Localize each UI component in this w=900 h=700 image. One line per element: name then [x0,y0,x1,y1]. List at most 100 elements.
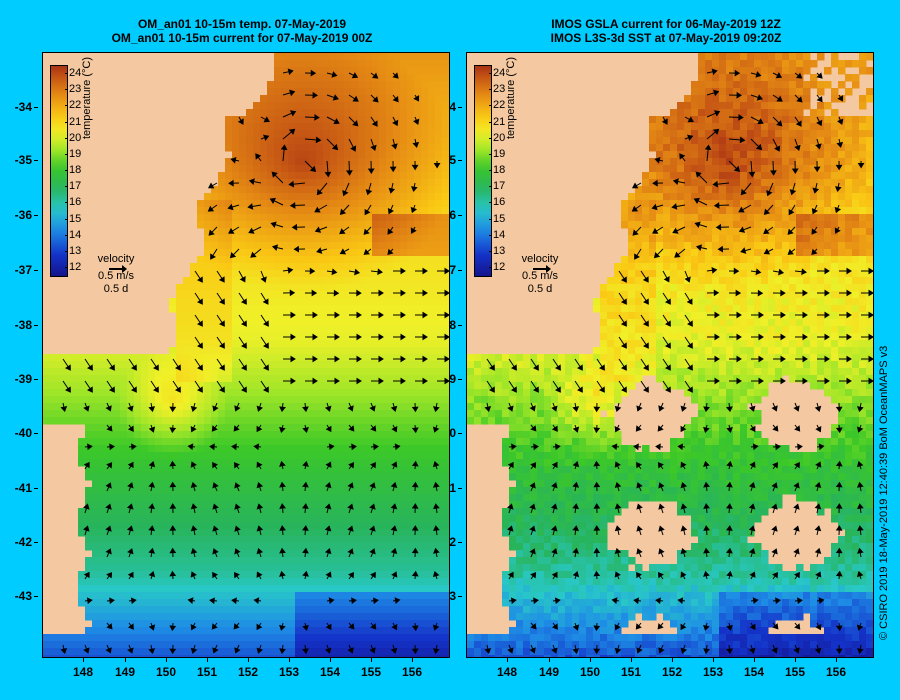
current-vector-head [857,162,865,169]
current-vector-head [219,342,225,349]
current-vector-head [593,503,601,509]
current-vector-head [256,647,264,654]
current-vector-head [636,548,643,555]
current-vector-head [250,251,257,258]
current-vector-head [333,289,340,297]
current-vector-head [412,141,420,148]
current-vector-head [703,648,710,655]
current-vector-head [834,206,842,214]
current-vector-head [316,247,323,254]
current-vector-head [680,461,687,468]
current-vector-head [794,425,801,432]
current-vector-head [109,443,115,451]
current-vector-head [369,647,376,654]
current-vector-head [377,268,384,276]
current-vector-head [105,647,112,654]
current-vector-head [686,298,693,305]
current-vector-head [837,95,844,102]
current-vector-head [703,547,710,554]
current-vector-head [529,503,536,510]
current-vector-head [256,503,264,510]
y-tick-label: -39 [15,372,38,386]
x-tick-label: 149 [539,657,559,679]
current-vector-head [771,548,778,555]
colorbar-tick-label: 14 [64,228,82,241]
current-vector-head [233,425,240,432]
current-vector-head [324,525,332,532]
right-colorbar [474,65,492,277]
current-vector-head [356,289,362,297]
current-vector-head [802,377,808,385]
colorbar-tick-label: 22 [64,99,82,112]
current-vector-head [533,386,539,393]
current-vector-head [529,405,536,412]
current-vector-head [263,116,270,123]
current-vector-head [599,364,605,371]
current-vector-head [410,206,418,214]
colorbar-tick-label: 20 [64,131,82,144]
current-vector-head [234,503,241,510]
current-vector-head [324,647,332,654]
current-vector-head [658,647,665,654]
current-vector-head [533,597,539,605]
x-tick-label: 150 [156,657,176,679]
current-vector-head [331,143,339,151]
current-vector-head [256,547,264,555]
current-vector-head [371,120,378,127]
current-vector-head [658,482,665,489]
current-vector-head [148,624,156,631]
current-vector-head [309,165,317,173]
y-tick-label: -42 [15,535,38,549]
colorbar-tick-label: 18 [64,164,82,176]
current-vector-head [228,227,235,234]
current-vector-head [109,597,115,605]
velocity-label: velocity [97,253,135,265]
current-vector-head [815,571,822,578]
current-vector-head [346,170,353,176]
current-vector-head [370,461,376,469]
y-tick-label: -35 [15,153,38,167]
current-vector-head [363,228,370,235]
current-vector-head [83,525,90,532]
current-vector-head [422,267,428,275]
current-vector-head [256,482,264,489]
current-vector-head [331,71,338,78]
current-vector-head [671,203,678,210]
current-vector-head [263,386,269,393]
current-vector-head [572,547,580,554]
current-vector-head [148,648,156,655]
current-vector-head [665,386,671,393]
current-vector-head [674,251,681,258]
current-vector-head [593,625,601,632]
current-vector-head [411,427,419,434]
current-vector-head [352,120,359,127]
current-vector-head [657,425,664,432]
current-vector-head [693,197,701,205]
current-vector-head [642,276,649,283]
current-vector-head [815,461,822,468]
current-vector-head [291,223,298,231]
current-vector-head [551,405,558,412]
current-vector-head [391,571,398,578]
current-vector-head [776,95,783,102]
current-vector-head [219,320,225,327]
current-vector-head [703,503,710,509]
right-map-panel: 24 23 22 21 20 19 18 17 16 15 14 13 12 temperature (… [466,52,874,658]
current-vector-head [187,443,194,451]
current-vector-head [533,443,539,451]
current-vector-head [197,276,203,283]
current-vector-head [633,443,639,451]
current-vector-head [413,95,420,102]
x-tick-label: 148 [497,657,517,679]
velocity-arrow-icon [533,265,551,273]
current-vector-head [572,570,580,578]
current-vector-head [169,503,177,509]
current-vector-head [263,342,269,349]
current-vector-head [106,623,113,630]
current-vector-head [572,481,580,488]
current-vector-head [248,227,255,234]
current-vector-head [795,72,803,79]
current-vector-head [766,189,773,197]
current-vector-head [148,461,156,468]
current-vector-head [802,289,808,297]
